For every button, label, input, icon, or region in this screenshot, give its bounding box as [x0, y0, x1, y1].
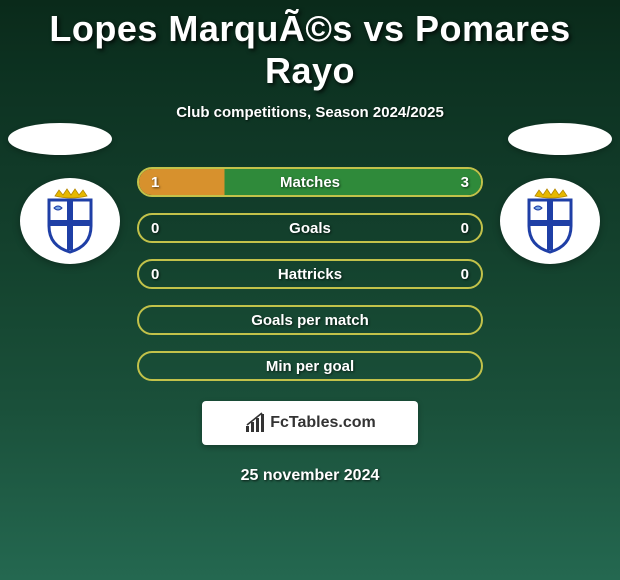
oviedo-crest-icon: [525, 188, 575, 254]
stat-bar: Min per goal: [137, 351, 483, 381]
player-right-avatar-placeholder: [508, 123, 612, 155]
stat-value-left: 1: [151, 174, 159, 191]
stat-label: Hattricks: [278, 266, 342, 283]
stat-value-right: 3: [461, 174, 469, 191]
stat-bar: 0 Goals 0: [137, 213, 483, 243]
player-left-avatar-placeholder: [8, 123, 112, 155]
page-subtitle: Club competitions, Season 2024/2025: [0, 104, 620, 121]
stat-label: Matches: [280, 174, 340, 191]
oviedo-crest-icon: [45, 188, 95, 254]
stat-bar: 1 Matches 3: [137, 167, 483, 197]
stat-value-right: 0: [461, 266, 469, 283]
stat-bar: 0 Hattricks 0: [137, 259, 483, 289]
stat-value-left: 0: [151, 266, 159, 283]
stat-label: Goals per match: [251, 312, 369, 329]
club-badge-left: [20, 178, 120, 264]
stat-bar: Goals per match: [137, 305, 483, 335]
stat-label: Min per goal: [266, 358, 354, 375]
stat-value-right: 0: [461, 220, 469, 237]
source-badge-text: FcTables.com: [270, 414, 376, 432]
source-badge: FcTables.com: [202, 401, 418, 445]
club-badge-right: [500, 178, 600, 264]
chart-icon: [244, 412, 266, 434]
stat-value-left: 0: [151, 220, 159, 237]
date-label: 25 november 2024: [0, 467, 620, 485]
page-title: Lopes MarquÃ©s vs Pomares Rayo: [0, 0, 620, 92]
stat-label: Goals: [289, 220, 331, 237]
